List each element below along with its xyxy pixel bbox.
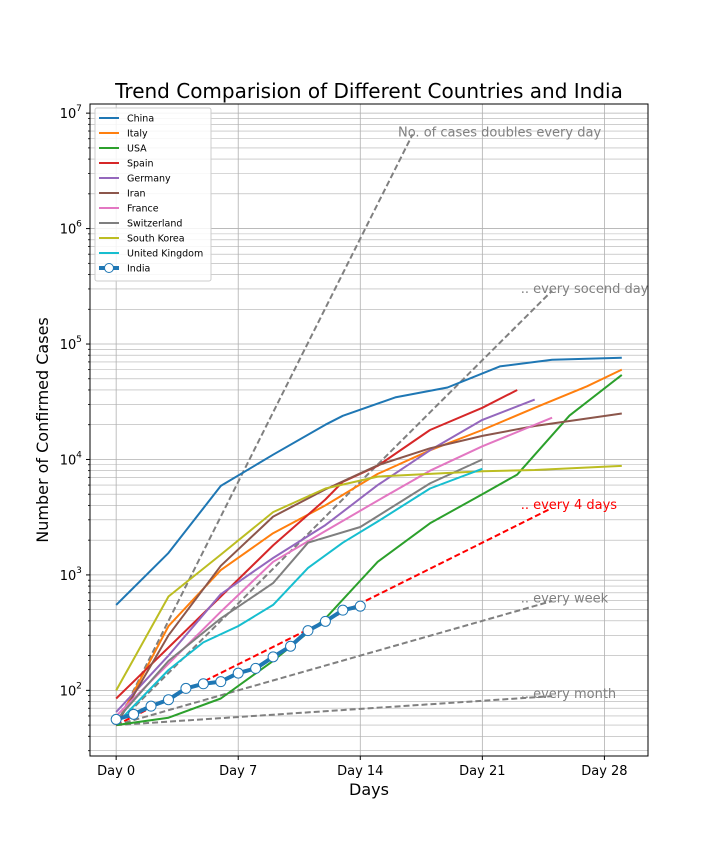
legend-label: China — [127, 114, 154, 125]
y-tick-label: 10 — [60, 338, 77, 353]
y-tick-label: 10 — [60, 107, 77, 122]
series-line — [115, 458, 483, 721]
legend-label: South Korea — [127, 234, 185, 245]
data-point — [180, 682, 192, 694]
legend-label: United Kingdom — [127, 249, 203, 260]
reference-labels: No. of cases doubles every day .. every s… — [398, 126, 649, 702]
plot-frame — [89, 103, 649, 757]
data-point — [302, 625, 314, 637]
legend-label: Iran — [127, 189, 146, 200]
y-tick-exponent: 5 — [76, 335, 82, 345]
x-axis-label: Days — [349, 780, 389, 799]
data-point — [197, 678, 209, 690]
reference-label: .. every week — [521, 591, 609, 606]
y-tick-exponent: 4 — [76, 450, 82, 460]
legend-label: USA — [127, 144, 147, 155]
reference-line — [116, 695, 553, 727]
data-point — [232, 667, 244, 679]
series-line — [115, 416, 553, 717]
series-line — [115, 368, 623, 726]
series-line — [115, 412, 622, 726]
x-tick-label: Day 0 — [97, 764, 135, 779]
y-tick-exponent: 7 — [76, 104, 82, 114]
data-point — [319, 615, 331, 627]
data-point — [285, 640, 297, 652]
series-line — [115, 398, 536, 713]
reference-label: .. every month — [521, 687, 616, 702]
reference-label: No. of cases doubles every day — [398, 126, 601, 141]
y-tick-exponent: 2 — [76, 681, 82, 691]
series-line — [115, 389, 518, 700]
series-lines — [110, 356, 623, 727]
data-point — [354, 600, 366, 612]
x-tick-label: Day 28 — [581, 764, 627, 779]
data-point — [162, 694, 174, 706]
series-line — [116, 374, 623, 727]
reference-label: .. every 4 days — [521, 498, 618, 513]
legend-label: France — [127, 204, 159, 215]
legend-label: Switzerland — [127, 219, 182, 230]
legend: China Italy USA Spain Germany Iran France Switz… — [94, 107, 212, 282]
data-point — [250, 662, 262, 674]
series-line — [115, 356, 622, 606]
y-tick-label: 10 — [60, 684, 77, 699]
data-point — [337, 604, 349, 616]
x-tick-label: Day 7 — [219, 764, 257, 779]
legend-label: India — [127, 264, 150, 275]
legend-label: Germany — [127, 174, 171, 185]
y-tick-exponent: 3 — [76, 566, 82, 576]
y-axis-label: Number of Confirmed Cases — [33, 317, 52, 543]
legend-label: Italy — [127, 129, 148, 140]
y-tick-label: 10 — [60, 453, 77, 468]
data-point — [215, 676, 227, 688]
reference-label: .. every socend day — [521, 282, 649, 297]
reference-line — [115, 133, 414, 726]
reference-line — [115, 600, 553, 727]
legend-label: Spain — [127, 159, 154, 170]
y-tick-label: 10 — [60, 223, 77, 238]
y-tick-exponent: 6 — [76, 220, 82, 230]
legend-marker — [104, 263, 114, 273]
data-point — [128, 708, 140, 720]
data-point — [145, 700, 157, 712]
chart-title: Trend Comparision of Different Countries… — [114, 79, 623, 103]
data-point — [110, 713, 122, 725]
series-line — [115, 467, 483, 725]
y-tick-label: 10 — [60, 569, 77, 584]
series-line — [115, 464, 622, 691]
legend-box — [94, 107, 212, 282]
data-point — [267, 651, 279, 663]
x-tick-label: Day 14 — [337, 764, 383, 779]
x-tick-label: Day 21 — [459, 764, 505, 779]
